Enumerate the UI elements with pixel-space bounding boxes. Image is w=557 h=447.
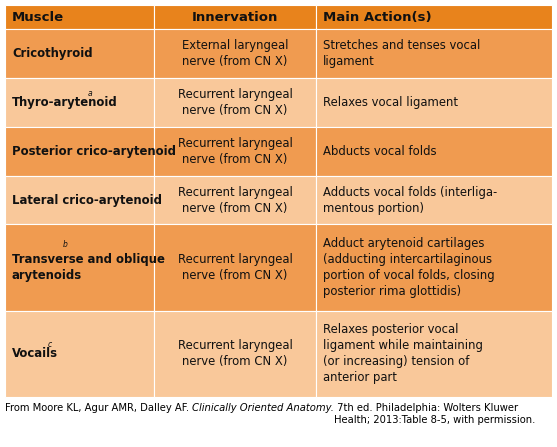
- Bar: [316, 30, 552, 78]
- Bar: [5, 311, 154, 397]
- Text: Recurrent laryngeal
nerve (from CN X): Recurrent laryngeal nerve (from CN X): [178, 88, 292, 117]
- Text: Relaxes posterior vocal
ligament while maintaining
(or increasing) tension of
an: Relaxes posterior vocal ligament while m…: [323, 323, 483, 384]
- Bar: [154, 311, 316, 397]
- Text: 7th ed. Philadelphia: Wolters Kluwer
Health; 2013:Table 8-5, with permission.: 7th ed. Philadelphia: Wolters Kluwer Hea…: [334, 403, 535, 425]
- Text: a: a: [87, 89, 92, 98]
- Text: Recurrent laryngeal
nerve (from CN X): Recurrent laryngeal nerve (from CN X): [178, 186, 292, 215]
- Text: Main Action(s): Main Action(s): [323, 11, 432, 24]
- Bar: [154, 30, 316, 78]
- Bar: [316, 224, 552, 311]
- Bar: [5, 127, 154, 176]
- Text: Stretches and tenses vocal
ligament: Stretches and tenses vocal ligament: [323, 39, 481, 68]
- Text: Adduct arytenoid cartilages
(adducting intercartilaginous
portion of vocal folds: Adduct arytenoid cartilages (adducting i…: [323, 237, 495, 298]
- Bar: [5, 224, 154, 311]
- Bar: [316, 78, 552, 127]
- Text: Cricothyroid: Cricothyroid: [12, 47, 92, 60]
- Bar: [154, 176, 316, 224]
- Text: Relaxes vocal ligament: Relaxes vocal ligament: [323, 96, 458, 109]
- Text: c: c: [47, 340, 52, 349]
- Bar: [316, 176, 552, 224]
- Bar: [5, 176, 154, 224]
- Bar: [316, 5, 552, 30]
- Text: Thyro-arytenoid: Thyro-arytenoid: [12, 96, 118, 109]
- Text: Recurrent laryngeal
nerve (from CN X): Recurrent laryngeal nerve (from CN X): [178, 339, 292, 368]
- Text: External laryngeal
nerve (from CN X): External laryngeal nerve (from CN X): [182, 39, 289, 68]
- Bar: [316, 311, 552, 397]
- Bar: [154, 127, 316, 176]
- Text: Posterior crico-arytenoid: Posterior crico-arytenoid: [12, 145, 176, 158]
- Bar: [5, 5, 154, 30]
- Bar: [5, 30, 154, 78]
- Text: Muscle: Muscle: [12, 11, 64, 24]
- Text: Adducts vocal folds (interliga-
mentous portion): Adducts vocal folds (interliga- mentous …: [323, 186, 497, 215]
- Text: Clinically Oriented Anatomy.: Clinically Oriented Anatomy.: [192, 403, 334, 413]
- Text: From Moore KL, Agur AMR, Dalley AF.: From Moore KL, Agur AMR, Dalley AF.: [5, 403, 192, 413]
- Text: Transverse and oblique
arytenoids: Transverse and oblique arytenoids: [12, 253, 165, 282]
- Text: Recurrent laryngeal
nerve (from CN X): Recurrent laryngeal nerve (from CN X): [178, 137, 292, 166]
- Bar: [5, 78, 154, 127]
- Text: b: b: [62, 240, 67, 249]
- Bar: [154, 5, 316, 30]
- Bar: [154, 224, 316, 311]
- Bar: [316, 127, 552, 176]
- Text: Vocails: Vocails: [12, 347, 58, 360]
- Text: Recurrent laryngeal
nerve (from CN X): Recurrent laryngeal nerve (from CN X): [178, 253, 292, 282]
- Text: Innervation: Innervation: [192, 11, 278, 24]
- Text: Lateral crico-arytenoid: Lateral crico-arytenoid: [12, 194, 162, 207]
- Bar: [154, 78, 316, 127]
- Text: Abducts vocal folds: Abducts vocal folds: [323, 145, 437, 158]
